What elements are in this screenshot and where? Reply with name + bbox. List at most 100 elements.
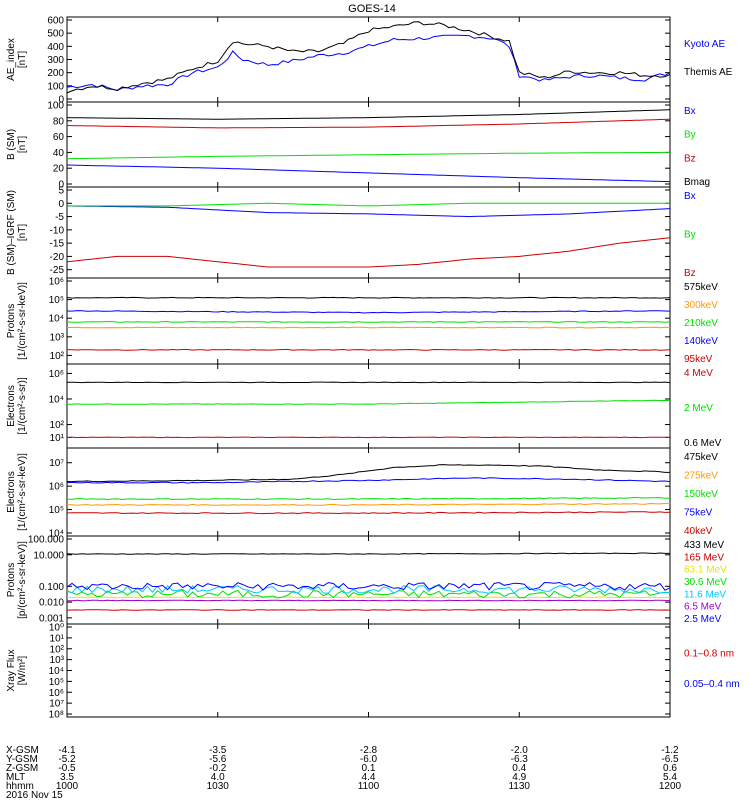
y-tick-label: 0: [58, 95, 64, 106]
y-tick-label: 10⁴: [49, 529, 64, 540]
series-line-by: [67, 202, 670, 207]
legend-275kev: 275keV: [684, 471, 718, 482]
legend-40kev: 40keV: [684, 526, 713, 537]
legend-bz: Bz: [684, 153, 696, 164]
legend-165-mev: 165 MeV: [684, 552, 724, 563]
y-tick-label: 10⁶: [49, 482, 64, 493]
series-line-2-mev: [67, 399, 671, 405]
y-tick-label: 10⁵: [49, 677, 64, 688]
series-line-165-mev: [66, 609, 671, 611]
legend-11-6-mev: 11.6 MeV: [684, 589, 726, 600]
footer-value: 0.4: [512, 763, 527, 774]
y-tick-label: -15: [50, 239, 65, 250]
y-tick-label: 0.001: [39, 613, 64, 624]
series-line-63-1-mev: [66, 596, 671, 599]
y-tick-label: 400: [47, 42, 64, 53]
y-tick-label: 10⁴: [49, 394, 64, 405]
legend-210kev: 210keV: [684, 318, 718, 329]
y-tick-label: 60: [53, 132, 65, 143]
y-tick-label: 40: [53, 148, 65, 159]
footer-value: -2.0: [510, 745, 528, 756]
legend-150kev: 150keV: [684, 489, 718, 500]
panel-2: 0 20 40 60 80 100 B (SM) [nT] Bx By Bz Bmag: [6, 101, 710, 191]
footer-value: 1130: [508, 781, 530, 792]
series-line-150kev: [66, 496, 670, 501]
series-line-themis-ae: [66, 21, 671, 94]
y-tick-label: 10¹: [50, 433, 65, 444]
legend-575kev: 575keV: [684, 282, 718, 293]
y-tick-label: 10²: [50, 420, 65, 431]
panel-frame: [66, 186, 671, 279]
y-axis-label: [1/(cm²-s-sr-keV)]: [17, 453, 28, 531]
y-tick-label: 10²: [50, 644, 65, 655]
series-line-95kev: [66, 348, 671, 351]
series-line-575kev: [66, 296, 671, 299]
y-tick-label: 100.000: [28, 535, 65, 546]
y-axis-label: [nT]: [17, 224, 28, 241]
footer-label: X-GSM: [6, 745, 39, 756]
y-tick-label: 0.100: [39, 582, 64, 593]
panel-frame: [66, 623, 671, 718]
footer-value: 0.1: [361, 763, 376, 774]
legend-0-1-0-8-nm: 0.1–0.8 nm: [684, 649, 734, 660]
y-axis-label: B (SM): [6, 129, 17, 160]
footer-value: -0.2: [209, 763, 227, 774]
panel-frame: [66, 101, 671, 188]
y-tick-label: 600: [47, 16, 64, 27]
footer-value: -1.2: [661, 745, 679, 756]
legend-themis-ae: Themis AE: [684, 67, 733, 78]
legend-2-5-mev: 2.5 MeV: [684, 614, 722, 625]
y-axis-label: Protons: [6, 563, 17, 597]
legend-0-6-mev: 0.6 MeV: [684, 438, 722, 449]
footer-value: -5.2: [58, 754, 76, 765]
y-tick-label: 0: [58, 180, 64, 191]
y-tick-label: 10³: [50, 655, 65, 666]
series-line-275kev: [67, 502, 671, 506]
y-axis-label: [1/(cm²-s-sr-keV)]: [17, 282, 28, 360]
series-line-2-5-mev: [66, 581, 671, 591]
y-tick-label: 10⁶: [49, 369, 64, 380]
series-line-300kev: [67, 326, 671, 329]
series-line-433-mev: [66, 552, 670, 555]
y-tick-label: -25: [50, 265, 65, 276]
y-axis-label: [nT]: [17, 136, 28, 153]
y-tick-label: 10⁶: [49, 277, 64, 288]
y-axis-label: Electrons: [6, 471, 17, 513]
footer-value: -6.0: [359, 754, 378, 765]
legend-95kev: 95keV: [684, 354, 713, 365]
series-line-140kev: [66, 310, 671, 314]
series-line-bz: [66, 237, 671, 268]
footer-value: 1030: [206, 781, 229, 792]
legend-30-6-mev: 30.6 MeV: [684, 577, 727, 588]
y-axis-label: [p/(cm²-s-sr-keV)]: [17, 541, 28, 619]
legend-bz: Bz: [684, 268, 696, 279]
panel-3: -25 -20 -15 -10 -5 0 5 B (SM)–IGRF (SM) [nT] Bx By…: [6, 186, 696, 280]
footer-value: -4.1: [58, 745, 76, 756]
footer-value: 1200: [658, 781, 682, 792]
y-tick-label: 100: [47, 101, 64, 112]
y-tick-label: 300: [47, 55, 64, 66]
figure-title: GOES-14: [348, 3, 396, 15]
series-line-4-mev: [66, 436, 671, 439]
footer-value: 4.4: [361, 772, 376, 783]
footer-value: -0.5: [58, 763, 76, 774]
legend-475kev: 475keV: [684, 452, 718, 463]
series-line-bz: [66, 118, 671, 129]
y-tick-label: 10.000: [33, 550, 64, 561]
footer-label: Y-GSM: [6, 754, 38, 765]
series-line-by: [66, 151, 670, 160]
y-tick-label: 0: [58, 199, 64, 210]
legend-300kev: 300keV: [684, 300, 718, 311]
series-line-6-5-mev: [66, 599, 671, 602]
legend-6-5-mev: 6.5 MeV: [684, 602, 722, 613]
y-tick-label: 80: [53, 116, 65, 127]
panel-frame: [66, 277, 671, 365]
y-axis-label: Xray Flux: [6, 649, 17, 691]
y-tick-label: 0.010: [39, 598, 64, 609]
panel-1: 0 100 200 300 400 500 600 AE_index [nT] Kyoto AE T…: [6, 16, 733, 106]
y-axis-label: [1/(cm²-s-sr)]: [17, 377, 28, 434]
y-tick-label: 10⁴: [49, 666, 64, 677]
y-tick-label: 10⁶: [49, 688, 64, 699]
panel-4: 10² 10³ 10⁴ 10⁵ 10⁶ Protons [1/(cm²-s-sr-keV)]…: [6, 277, 718, 366]
